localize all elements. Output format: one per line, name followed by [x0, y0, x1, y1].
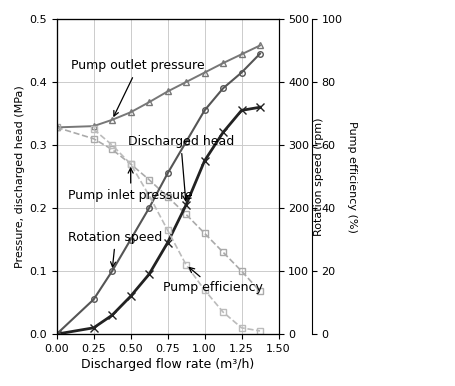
Text: Rotation speed: Rotation speed	[68, 231, 163, 267]
Y-axis label: Pressure, discharged head (MPa): Pressure, discharged head (MPa)	[15, 85, 25, 268]
X-axis label: Discharged flow rate (m³/h): Discharged flow rate (m³/h)	[81, 358, 254, 371]
Text: Discharged head: Discharged head	[128, 135, 234, 201]
Text: Pump outlet pressure: Pump outlet pressure	[71, 59, 205, 116]
Text: Pump inlet pressure: Pump inlet pressure	[68, 168, 193, 201]
Y-axis label: Pump efficiency (%): Pump efficiency (%)	[347, 120, 357, 232]
Text: Pump efficiency: Pump efficiency	[163, 267, 263, 294]
Y-axis label: Rotation speed (rpm): Rotation speed (rpm)	[313, 117, 324, 236]
